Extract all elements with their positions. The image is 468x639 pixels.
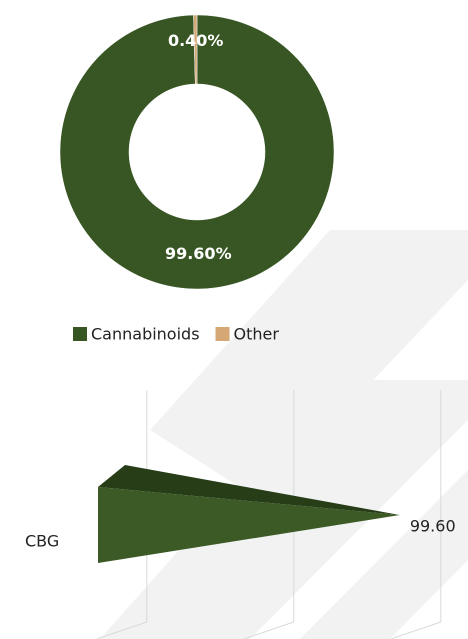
grid-line-floor: [390, 621, 441, 639]
watermark-stripe: [150, 230, 468, 500]
grid-line-floor: [243, 621, 294, 639]
bar-cone-top: [98, 465, 400, 515]
y-tick-label: CBG: [25, 532, 59, 551]
data-label: 0.40%: [168, 31, 224, 50]
grid-line-floor: [96, 621, 147, 639]
data-label: 99.60%: [165, 244, 232, 263]
legend-label: Cannabinoids: [91, 325, 200, 344]
data-label: 99.60: [410, 517, 456, 536]
legend-swatch: [73, 327, 87, 341]
donut-slice: [59, 14, 335, 290]
watermark-stripe: [300, 470, 468, 639]
legend-swatch: [215, 327, 230, 341]
legend-label: Other: [234, 325, 280, 344]
watermark: [100, 230, 468, 639]
donut-slice: [193, 14, 198, 85]
bar-cone: [98, 487, 400, 563]
